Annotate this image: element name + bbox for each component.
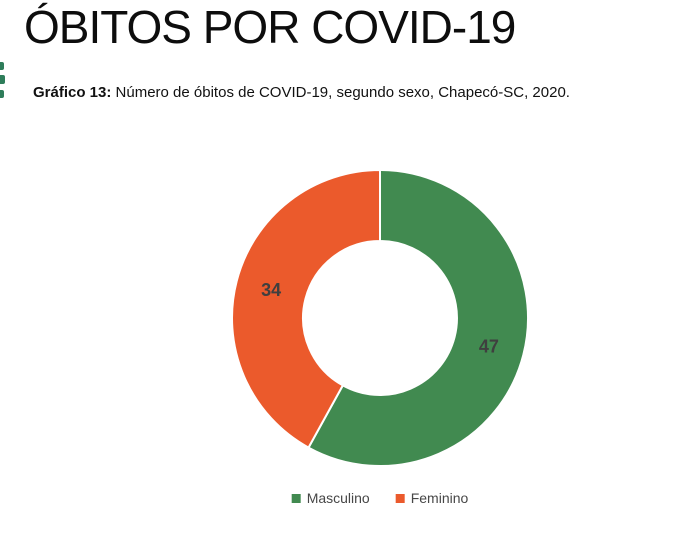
legend-item-masculino: Masculino (291, 490, 370, 506)
legend-label-masculino: Masculino (306, 490, 370, 506)
pie-slice-masculino (307, 169, 529, 467)
chart-caption: Gráfico 13: Número de óbitos de COVID-19… (33, 82, 570, 103)
logo-fragment-icon (0, 62, 4, 70)
logo-fragment-icon (0, 75, 5, 84)
chart-legend: Masculino Feminino (291, 490, 469, 506)
legend-label-feminino: Feminino (410, 490, 469, 506)
data-label-masculino: 47 (479, 336, 499, 356)
legend-swatch-feminino (395, 493, 405, 503)
chart-caption-label: Gráfico 13: (33, 84, 112, 101)
chart-caption-text: Número de óbitos de COVID-19, segundo se… (111, 84, 570, 101)
logo-fragment-icon (0, 90, 4, 98)
donut-chart: 47 34 (231, 169, 529, 467)
page-title: ÓBITOS POR COVID-19 (24, 1, 516, 53)
clipped-logo-icon (0, 60, 6, 105)
legend-item-feminino: Feminino (395, 490, 469, 506)
data-label-feminino: 34 (261, 280, 281, 300)
legend-swatch-masculino (291, 493, 301, 503)
pie-slice-feminino (231, 169, 381, 449)
